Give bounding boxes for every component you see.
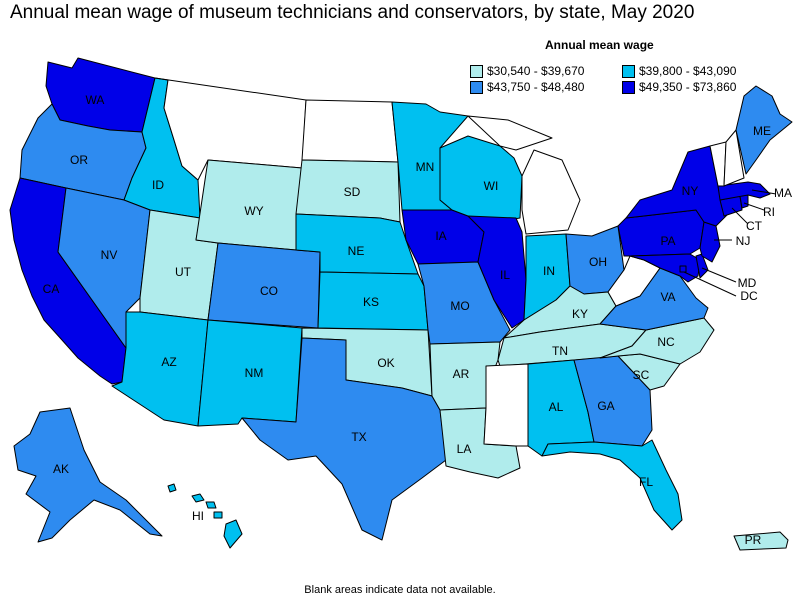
state-label-TN: TN — [552, 344, 568, 358]
state-NJ[interactable] — [699, 221, 721, 263]
legend-item-2: $39,800 - $43,090 — [622, 64, 736, 78]
state-IL[interactable] — [467, 215, 527, 329]
state-label-LA: LA — [457, 442, 472, 456]
state-label-ME: ME — [753, 124, 771, 138]
state-MS[interactable] — [483, 363, 529, 447]
state-label-NJ: NJ — [736, 234, 751, 248]
state-label-UT: UT — [175, 265, 192, 279]
state-label-KS: KS — [363, 295, 379, 309]
legend-item-3: $43,750 - $48,480 — [470, 80, 584, 94]
state-label-SC: SC — [633, 368, 650, 382]
state-label-AR: AR — [453, 367, 470, 381]
state-label-MD: MD — [738, 276, 757, 290]
legend-swatch-2 — [622, 64, 635, 78]
state-label-NV: NV — [101, 248, 118, 262]
state-label-OK: OK — [377, 356, 394, 370]
state-ME[interactable] — [735, 85, 793, 175]
state-label-IA: IA — [435, 229, 446, 243]
legend-item-4: $49,350 - $73,860 — [622, 80, 736, 94]
legend-label-3: $43,750 - $48,480 — [487, 80, 585, 94]
state-label-MA: MA — [774, 186, 792, 200]
state-label-VA: VA — [660, 290, 675, 304]
state-label-DC: DC — [740, 289, 758, 303]
state-AZ[interactable] — [111, 311, 209, 427]
legend-item-1: $30,540 - $39,670 — [470, 64, 584, 78]
state-label-AK: AK — [53, 462, 69, 476]
state-label-KY: KY — [572, 307, 588, 321]
state-label-IL: IL — [500, 268, 510, 282]
state-label-AZ: AZ — [161, 355, 176, 369]
footnote: Blank areas indicate data not available. — [304, 584, 496, 596]
state-ND[interactable] — [301, 99, 399, 163]
state-DC[interactable] — [679, 265, 687, 273]
state-NH[interactable] — [723, 129, 745, 187]
state-label-FL: FL — [639, 475, 653, 489]
state-HI[interactable] — [167, 483, 243, 549]
state-label-MN: MN — [416, 160, 435, 174]
state-label-CT: CT — [746, 219, 763, 233]
state-label-CA: CA — [43, 282, 60, 296]
state-label-WA: WA — [86, 93, 105, 107]
legend-label-1: $30,540 - $39,670 — [487, 64, 585, 78]
legend-title: Annual mean wage — [545, 38, 654, 52]
state-RI[interactable] — [739, 194, 749, 209]
state-label-HI: HI — [192, 509, 204, 523]
state-label-WY: WY — [244, 204, 263, 218]
state-AK[interactable] — [13, 407, 163, 543]
state-WI[interactable] — [439, 135, 523, 225]
state-label-IN: IN — [543, 264, 555, 278]
state-label-OH: OH — [589, 255, 607, 269]
state-label-OR: OR — [70, 153, 88, 167]
state-label-MO: MO — [450, 299, 469, 313]
legend-label-4: $49,350 - $73,860 — [639, 80, 737, 94]
state-MD[interactable] — [629, 253, 701, 283]
state-label-TX: TX — [351, 430, 366, 444]
state-MA[interactable] — [717, 181, 771, 201]
state-label-RI: RI — [763, 205, 775, 219]
state-TX[interactable] — [241, 337, 447, 541]
state-label-SD: SD — [344, 185, 361, 199]
state-MI[interactable] — [467, 115, 581, 235]
state-FL[interactable] — [541, 439, 683, 531]
state-label-NE: NE — [348, 244, 365, 258]
state-NC[interactable] — [599, 317, 715, 365]
map-title: Annual mean wage of museum technicians a… — [10, 2, 695, 23]
state-label-PR: PR — [745, 533, 762, 547]
state-label-PA: PA — [660, 234, 675, 248]
state-label-CO: CO — [260, 284, 278, 298]
legend-swatch-4 — [622, 80, 635, 94]
legend-label-2: $39,800 - $43,090 — [639, 64, 737, 78]
state-label-NC: NC — [657, 335, 675, 349]
legend-swatch-3 — [470, 80, 483, 94]
state-PR[interactable] — [733, 531, 789, 551]
state-label-ID: ID — [152, 178, 164, 192]
state-label-WI: WI — [484, 179, 499, 193]
state-label-NY: NY — [682, 184, 699, 198]
legend-swatch-1 — [470, 64, 483, 78]
state-label-NM: NM — [245, 366, 264, 380]
state-NV[interactable] — [57, 187, 151, 349]
state-label-AL: AL — [549, 400, 564, 414]
state-label-GA: GA — [597, 399, 614, 413]
